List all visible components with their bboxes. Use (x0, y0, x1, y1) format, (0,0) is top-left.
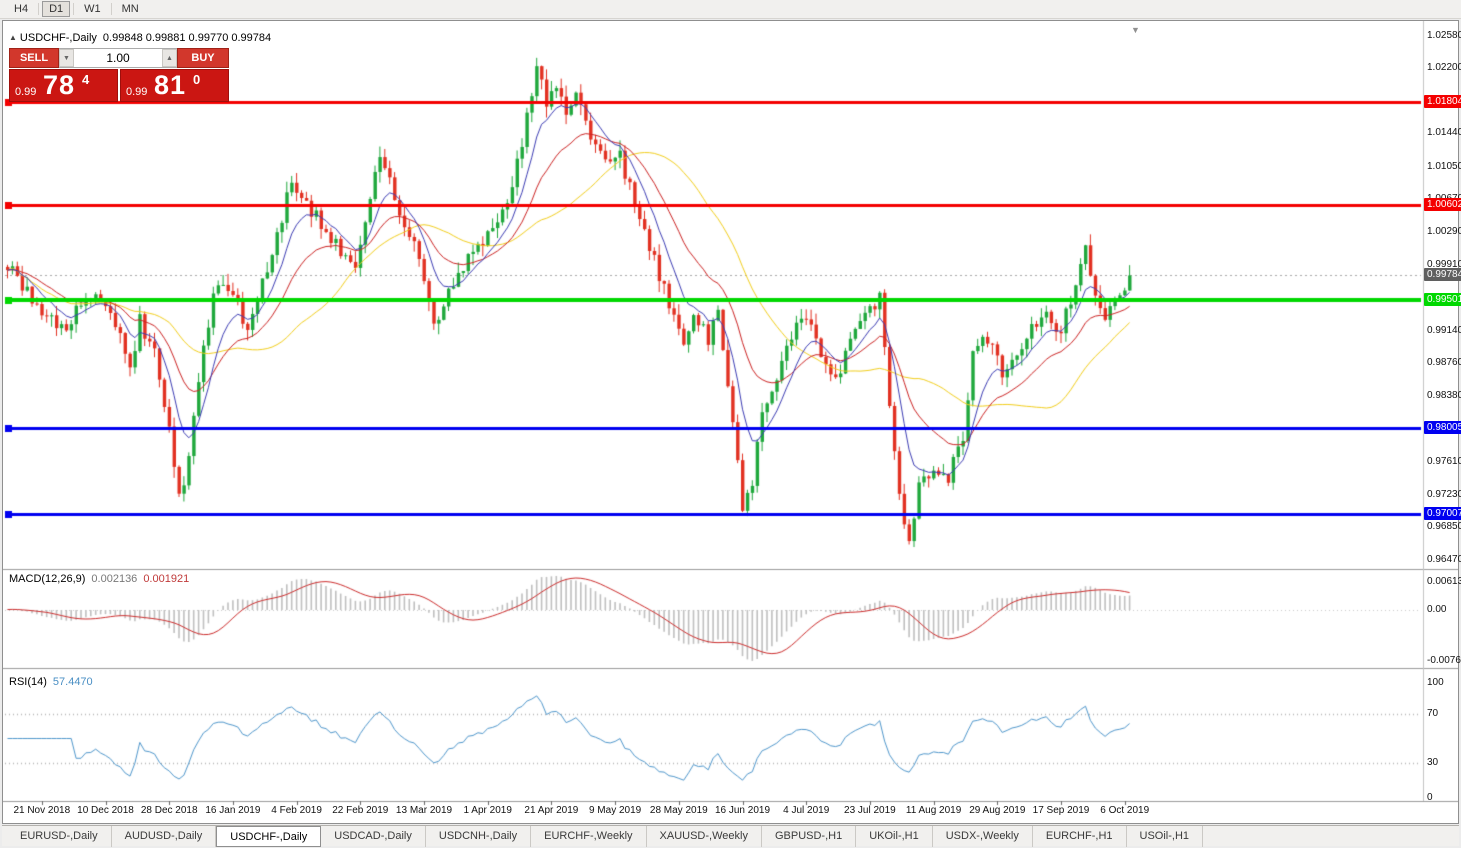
buy-price-pip: 0 (193, 72, 201, 87)
price-axis-label: 0.99910 (1427, 259, 1461, 270)
date-axis-label: 21 Nov 2018 (13, 805, 71, 816)
macd-axis-label-bottom: -0.0076612 (1427, 655, 1461, 666)
tab-usdcad-daily[interactable]: USDCAD-,Daily (321, 826, 426, 847)
chart-tabs-bar: EURUSD-,Daily AUDUSD-,Daily USDCHF-,Daily U… (2, 825, 1459, 847)
tab-usdx-weekly[interactable]: USDX-,Weekly (933, 826, 1033, 847)
rsi-name: RSI(14) (9, 676, 47, 688)
price-axis-label: 0.96470 (1427, 554, 1461, 565)
collapse-arrow-icon[interactable]: ▲ (9, 33, 17, 42)
macd-signal-value: 0.001921 (143, 573, 190, 585)
date-axis-label: 6 Oct 2019 (1100, 805, 1150, 816)
date-axis-label: 29 Aug 2019 (969, 805, 1026, 816)
date-axis-label: 16 Jun 2019 (714, 805, 771, 816)
date-axis-label: 21 Apr 2019 (524, 805, 579, 816)
timeframe-toolbar: H4 D1 W1 MN (0, 0, 1461, 19)
toolbar-separator (73, 3, 75, 15)
buy-price-display[interactable]: 0.99 81 0 (120, 69, 229, 102)
date-axis-label: 10 Dec 2018 (77, 805, 134, 816)
price-axis-label: 0.97230 (1427, 489, 1461, 500)
buy-button[interactable]: BUY (177, 48, 229, 68)
price-axis-label: 0.99140 (1427, 325, 1461, 336)
date-axis-label: 4 Jul 2019 (783, 805, 830, 816)
hline-price-badge: 1.00602 (1424, 198, 1461, 211)
current-price-badge: 0.99784 (1424, 268, 1461, 281)
buy-price-prefix: 0.99 (126, 86, 148, 98)
toolbar-separator (38, 3, 40, 15)
volume-increase-button[interactable]: ▲ (162, 49, 177, 67)
timeframe-button-h4[interactable]: H4 (7, 1, 35, 17)
date-axis-label: 16 Jan 2019 (205, 805, 261, 816)
price-axis-label: 0.98380 (1427, 390, 1461, 401)
chart-shift-marker-icon[interactable]: ▼ (1131, 25, 1140, 35)
volume-control: ▼ 1.00 ▲ (59, 48, 177, 68)
chart-title-ohlc: 0.99848 0.99881 0.99770 0.99784 (102, 32, 272, 44)
tab-eurchf-weekly[interactable]: EURCHF-,Weekly (531, 826, 647, 847)
chart-title-symbol: USDCHF-,Daily (19, 32, 97, 44)
sell-price-display[interactable]: 0.99 78 4 (9, 69, 118, 102)
price-axis-label: 1.02580 (1427, 30, 1461, 41)
date-axis-label: 28 Dec 2018 (140, 805, 198, 816)
tab-eurusd-daily[interactable]: EURUSD-,Daily (7, 826, 112, 847)
macd-axis-label-top: 0.00613 (1427, 576, 1461, 587)
one-click-trading-panel: SELL ▼ 1.00 ▲ BUY 0.99 78 4 0.99 81 0 (9, 48, 229, 102)
chart-window: ▲ USDCHF-,Daily 0.99848 0.99881 0.99770 0.… (2, 20, 1461, 824)
tab-usoil-h1[interactable]: USOil-,H1 (1127, 826, 1204, 847)
hline-price-badge: 0.99501 (1424, 293, 1461, 306)
price-axis-label: 0.97610 (1427, 456, 1461, 467)
timeframe-button-w1[interactable]: W1 (77, 1, 108, 17)
sell-price-main: 78 (43, 70, 76, 100)
hline-price-badge: 0.98005 (1424, 421, 1461, 434)
price-axis-label: 1.02200 (1427, 62, 1461, 73)
volume-decrease-button[interactable]: ▼ (59, 49, 74, 67)
macd-axis-label-zero: 0.00 (1427, 604, 1447, 615)
price-axis-label: 1.01050 (1427, 161, 1461, 172)
rsi-label: RSI(14) 57.4470 (9, 676, 93, 688)
date-axis-label: 13 Mar 2019 (395, 805, 453, 816)
macd-name: MACD(12,26,9) (9, 573, 86, 585)
macd-label: MACD(12,26,9) 0.002136 0.001921 (9, 573, 189, 585)
price-axis-label: 1.00290 (1427, 226, 1461, 237)
chart-canvas[interactable] (3, 21, 1458, 823)
buy-price-main: 81 (154, 70, 187, 100)
hline-price-badge: 0.97007 (1424, 507, 1461, 520)
rsi-axis-label: 0 (1427, 792, 1433, 803)
rsi-value: 57.4470 (52, 676, 93, 688)
tab-usdchf-daily[interactable]: USDCHF-,Daily (216, 826, 322, 847)
hline-price-badge: 1.01804 (1424, 95, 1461, 108)
date-axis-label: 28 May 2019 (649, 805, 708, 816)
date-axis-label: 23 Jul 2019 (844, 805, 896, 816)
rsi-axis-label: 30 (1427, 757, 1439, 768)
date-axis-label: 22 Feb 2019 (332, 805, 389, 816)
macd-main-value: 0.002136 (91, 573, 138, 585)
price-axis-label: 1.01440 (1427, 127, 1461, 138)
tab-usdcnh-daily[interactable]: USDCNH-,Daily (426, 826, 532, 847)
date-axis-label: 1 Apr 2019 (463, 805, 512, 816)
date-axis-label: 4 Feb 2019 (271, 805, 322, 816)
price-axis-label: 0.96850 (1427, 521, 1461, 532)
date-axis-label: 11 Aug 2019 (905, 805, 962, 816)
chart-title: ▲ USDCHF-,Daily 0.99848 0.99881 0.99770 0.… (9, 32, 271, 44)
toolbar-separator (110, 3, 112, 15)
tab-xauusd-weekly[interactable]: XAUUSD-,Weekly (647, 826, 762, 847)
sell-price-prefix: 0.99 (15, 86, 37, 98)
date-axis-label: 17 Sep 2019 (1032, 805, 1090, 816)
rsi-axis-label: 70 (1427, 708, 1439, 719)
timeframe-button-mn[interactable]: MN (115, 1, 146, 17)
rsi-axis-label: 100 (1427, 677, 1444, 688)
tab-ukoil-h1[interactable]: UKOil-,H1 (856, 826, 933, 847)
sell-price-pip: 4 (82, 72, 90, 87)
tab-gbpusd-h1[interactable]: GBPUSD-,H1 (762, 826, 857, 847)
timeframe-button-d1[interactable]: D1 (42, 1, 71, 17)
date-axis-label: 9 May 2019 (588, 805, 642, 816)
tab-eurchf-h1[interactable]: EURCHF-,H1 (1033, 826, 1127, 847)
price-axis-label: 0.98760 (1427, 357, 1461, 368)
tab-audusd-daily[interactable]: AUDUSD-,Daily (112, 826, 217, 847)
volume-value[interactable]: 1.00 (106, 51, 130, 65)
sell-button[interactable]: SELL (9, 48, 59, 68)
